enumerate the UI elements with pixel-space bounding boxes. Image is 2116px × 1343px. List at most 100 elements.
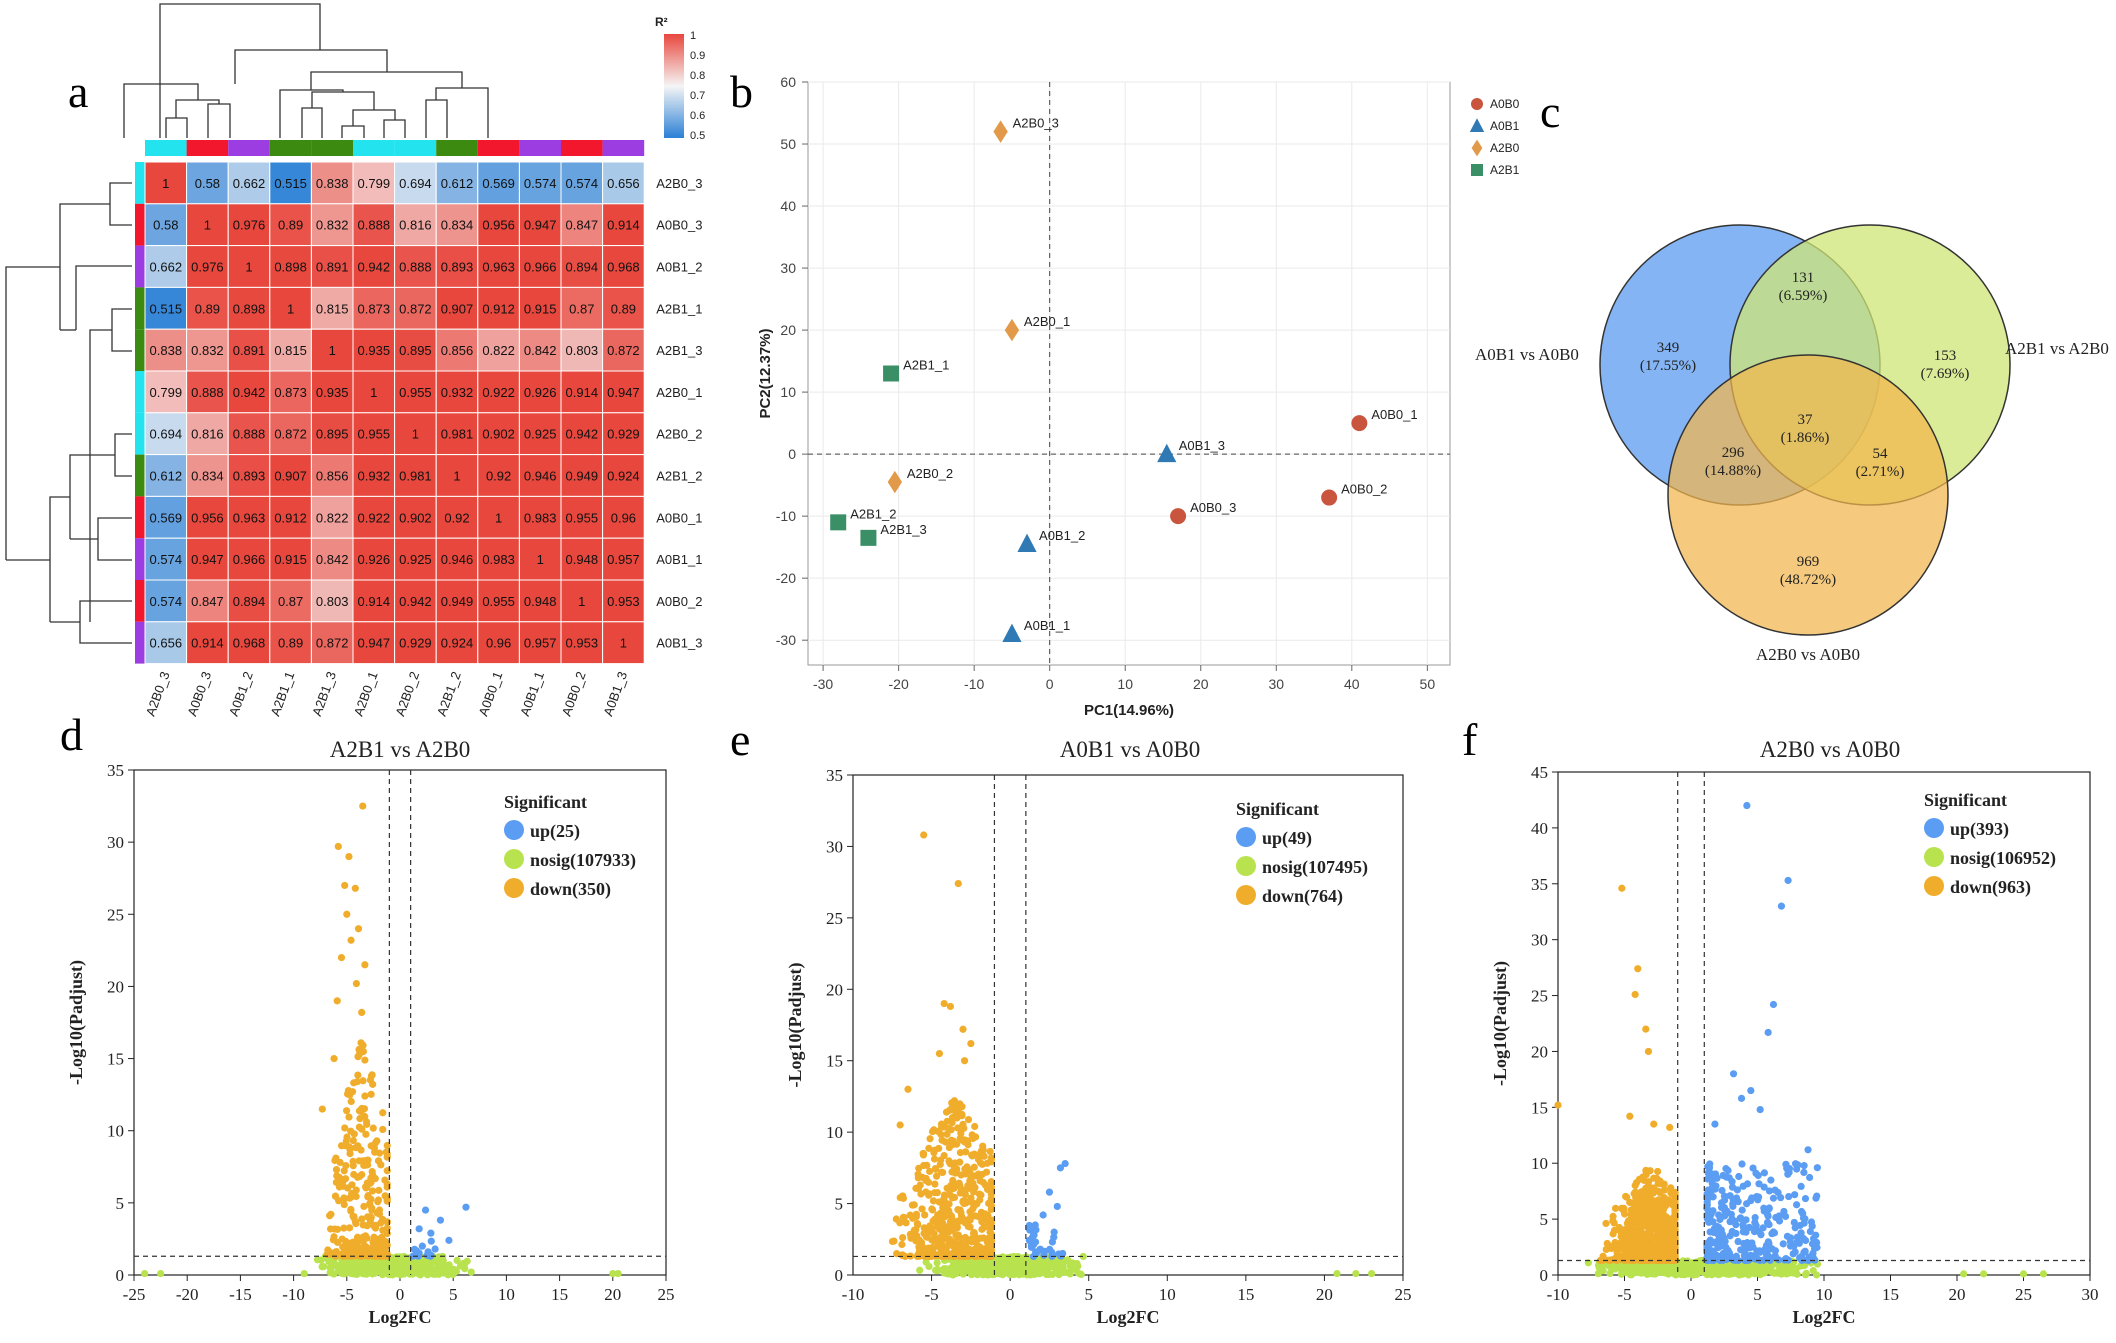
down-point: [937, 1237, 945, 1245]
down-point: [930, 1146, 939, 1154]
letter-c: c: [1540, 86, 1560, 137]
down-point: [924, 1225, 932, 1233]
col-group-bar: [269, 140, 312, 156]
up-point: [1793, 1233, 1801, 1241]
down-point: [945, 1125, 953, 1133]
heatmap-cell: [269, 412, 312, 456]
col-group-bar: [186, 140, 229, 156]
nosig-point: [1689, 1268, 1697, 1276]
pca-point-label: A0B1_2: [1039, 528, 1085, 543]
heatmap-cell: [144, 454, 188, 497]
heatmap-cell: [435, 328, 479, 372]
y-tick-label: 30: [826, 837, 843, 856]
down-point: [958, 1103, 966, 1111]
nosig-point: [381, 1263, 389, 1271]
colorbar: [664, 34, 684, 138]
nosig-point: [413, 1268, 422, 1276]
x-tick-label: 20: [604, 1285, 621, 1304]
down-point: [987, 1205, 995, 1214]
y-tick-label: -10: [776, 508, 796, 524]
plot-frame: [852, 774, 1404, 1276]
heatmap-cell: [394, 621, 437, 665]
pca-point: [1002, 623, 1022, 642]
down-point: [926, 1167, 934, 1175]
up-point: [1800, 1168, 1808, 1177]
down-point: [940, 999, 948, 1008]
heatmap-cell-value: 0.872: [607, 343, 640, 358]
legend-marker: [1471, 164, 1483, 176]
nosig-point: [330, 1259, 339, 1268]
heatmap-cell-value: 0.893: [233, 469, 266, 484]
heatmap-cell-value: 0.838: [150, 343, 183, 358]
down-point: [957, 1130, 965, 1138]
down-point: [332, 1248, 340, 1256]
up-point: [1765, 1240, 1773, 1248]
heatmap-cell-value: 0.799: [150, 385, 183, 400]
heatmap-cell: [227, 370, 271, 414]
down-point: [937, 1120, 946, 1128]
heatmap-col-label: A2B0_3: [143, 669, 173, 718]
heatmap-cell-value: 0.955: [566, 510, 599, 525]
down-point: [349, 1136, 357, 1145]
up-point: [1715, 1211, 1723, 1219]
down-point: [349, 1157, 357, 1165]
dendrogram-branch: [207, 103, 231, 138]
heatmap-cell-value: 1: [578, 594, 585, 609]
x-tick-label: 5: [1753, 1285, 1762, 1304]
nosig-point: [934, 1267, 942, 1275]
down-point: [947, 1181, 955, 1190]
down-point: [332, 1166, 341, 1174]
y-tick-label: 0: [788, 446, 796, 462]
heatmap-cell: [269, 203, 312, 247]
down-point: [960, 1124, 968, 1132]
up-point: [1726, 1232, 1734, 1240]
dendrogram-branch: [425, 99, 448, 138]
legend-marker: [1924, 876, 1944, 896]
up-point: [413, 1251, 421, 1259]
y-tick-label: 45: [1531, 763, 1548, 782]
legend-marker: [1471, 98, 1483, 110]
heatmap-cell: [518, 328, 562, 372]
nosig-point: [453, 1256, 461, 1264]
down-point: [961, 1148, 970, 1156]
venn-region-count: 37: [1798, 412, 1814, 428]
down-point: [361, 1056, 369, 1064]
heatmap-cell-value: 0.947: [191, 552, 224, 567]
heatmap-cell-value: 0.942: [358, 260, 391, 275]
down-point: [367, 1213, 375, 1221]
heatmap-cell-value: 0.873: [358, 301, 391, 316]
nosig-point: [1333, 1269, 1341, 1278]
dendrogram-branch: [234, 49, 388, 84]
y-tick-label: 15: [1531, 1098, 1548, 1117]
down-point: [948, 1213, 956, 1222]
nosig-point: [1030, 1270, 1038, 1278]
heatmap-cell-value: 0.983: [524, 510, 557, 525]
y-tick-label: 15: [826, 1052, 843, 1071]
heatmap-cell-value: 0.891: [316, 260, 349, 275]
heatmap-cell-value: 0.946: [524, 469, 557, 484]
heatmap-cell-value: 0.92: [486, 469, 511, 484]
down-point: [938, 1136, 946, 1144]
down-point: [368, 1168, 376, 1176]
y-tick-label: 25: [826, 909, 843, 928]
heatmap-cell-value: 1: [412, 427, 419, 442]
heatmap-cell-value: 0.838: [316, 176, 349, 191]
heatmap-cell-value: 0.888: [358, 218, 391, 233]
legend-marker: [1924, 847, 1944, 867]
letter-d: d: [60, 709, 83, 760]
down-point: [1599, 1252, 1607, 1260]
dendrogram-branch: [89, 329, 112, 622]
down-point: [943, 1130, 951, 1138]
heatmap-col-label: A2B0_2: [392, 669, 422, 718]
down-point: [359, 1077, 367, 1085]
up-point: [1711, 1120, 1719, 1128]
y-tick-label: 10: [107, 1122, 124, 1141]
heatmap-cell: [186, 286, 229, 330]
y-tick-label: 20: [1531, 1042, 1548, 1061]
down-point: [1625, 1256, 1633, 1264]
down-point: [979, 1178, 987, 1187]
heatmap-cell: [352, 412, 396, 456]
down-point: [960, 1057, 969, 1065]
down-point: [945, 1200, 953, 1208]
down-point: [935, 1198, 943, 1206]
